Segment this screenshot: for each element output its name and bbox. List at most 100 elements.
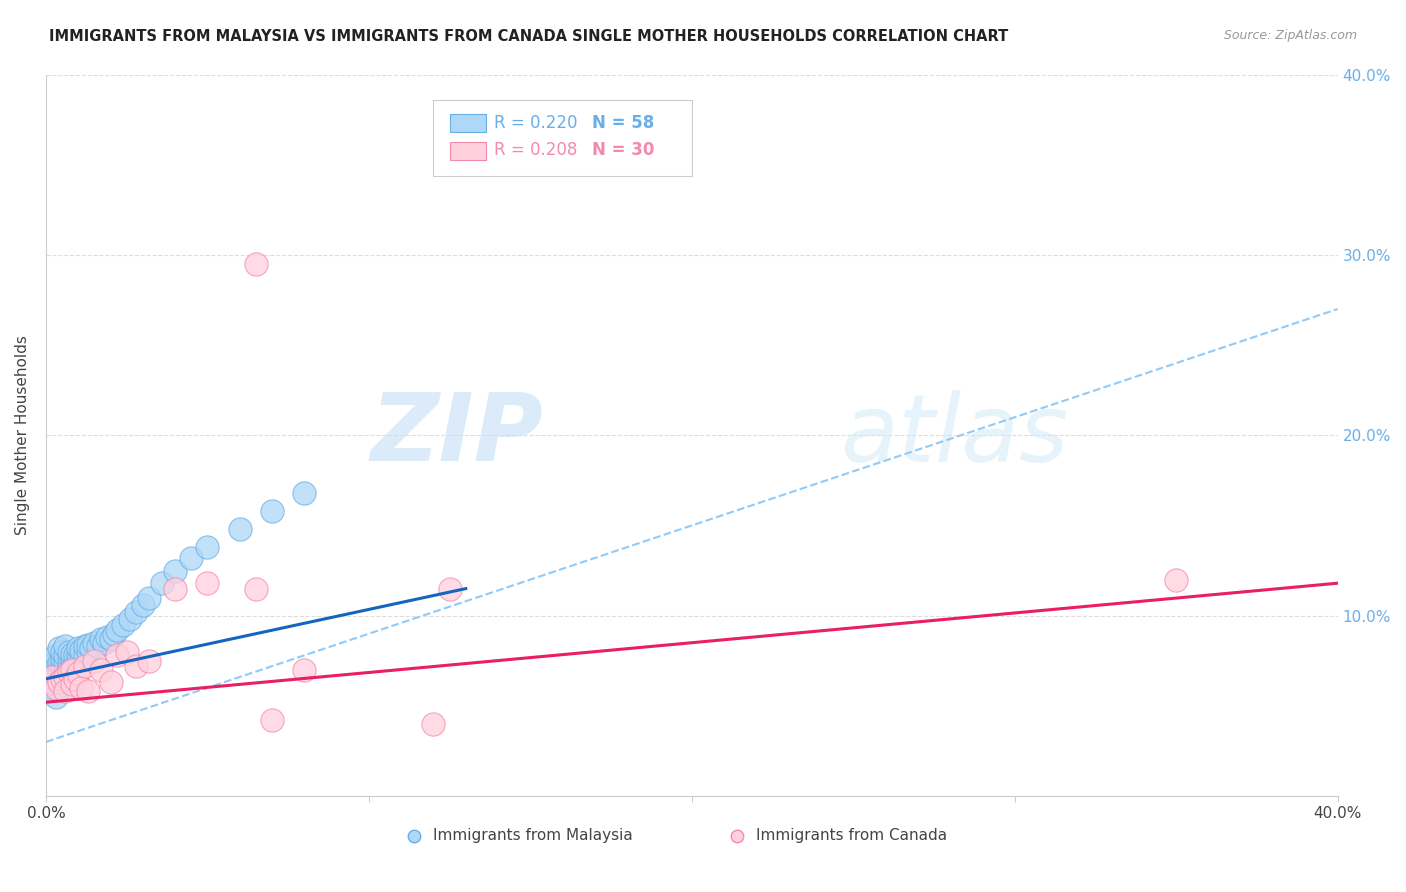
Point [260,504,283,518]
Point [77,645,100,659]
Point [197,576,219,591]
Point [58,661,80,675]
Point [51,657,73,672]
Point [45,663,67,677]
Point [51,663,73,677]
Y-axis label: Single Mother Households: Single Mother Households [15,335,30,535]
Point [67,641,90,656]
Point [125,605,148,619]
Text: ZIP: ZIP [370,389,543,482]
Point [197,540,219,554]
Point [67,666,90,681]
Point [48,661,70,675]
Point [53,659,76,673]
Point [100,632,122,646]
Point [96,630,118,644]
Point [38,675,60,690]
Text: Source: ZipAtlas.com: Source: ZipAtlas.com [1223,29,1357,42]
Point [439,582,461,596]
Point [63,672,86,686]
Point [115,645,138,659]
Text: R = 0.208: R = 0.208 [494,141,578,160]
Point [83,636,105,650]
Point [260,713,283,727]
Text: atlas: atlas [841,390,1069,481]
Point [73,640,96,654]
Point [51,652,73,666]
Point [53,640,76,654]
Point [41,672,63,686]
Point [63,654,86,668]
Point [53,670,76,684]
Point [422,717,444,731]
Point [245,582,267,596]
Point [105,623,128,637]
Point [86,640,108,654]
Point [83,654,105,668]
Text: R = 0.220: R = 0.220 [494,114,578,132]
Point [292,486,315,500]
Point [48,656,70,670]
Point [73,647,96,661]
Point [51,645,73,659]
Point [60,657,83,672]
Point [45,654,67,668]
Point [245,257,267,271]
Point [93,636,115,650]
FancyBboxPatch shape [433,100,692,176]
Text: N = 30: N = 30 [592,141,655,160]
Point [60,647,83,661]
Point [38,666,60,681]
Point [53,648,76,663]
Point [60,652,83,666]
Text: Immigrants from Canada: Immigrants from Canada [756,829,948,843]
Point [165,564,187,578]
Point [41,681,63,695]
Point [138,591,160,605]
Point [105,648,128,663]
Point [132,598,155,612]
Point [45,690,67,704]
Point [58,645,80,659]
Point [138,654,160,668]
Point [58,665,80,679]
Point [103,626,125,640]
Text: N = 58: N = 58 [592,114,655,132]
Point [100,675,122,690]
Point [70,681,93,695]
Point [58,650,80,665]
Point [118,612,141,626]
Point [292,663,315,677]
Text: IMMIGRANTS FROM MALAYSIA VS IMMIGRANTS FROM CANADA SINGLE MOTHER HOUSEHOLDS CORR: IMMIGRANTS FROM MALAYSIA VS IMMIGRANTS F… [49,29,1008,44]
Point [1166,573,1188,587]
Point [90,663,112,677]
Point [80,641,103,656]
Point [60,677,83,691]
Point [48,641,70,656]
Point [180,550,202,565]
Point [60,663,83,677]
Point [51,672,73,686]
Point [41,670,63,684]
Point [77,638,100,652]
Point [45,681,67,695]
Point [90,632,112,646]
Point [53,684,76,698]
Point [58,656,80,670]
Point [70,648,93,663]
Point [150,576,173,591]
Point [112,617,135,632]
Point [70,643,93,657]
Point [165,582,187,596]
Point [41,659,63,673]
FancyBboxPatch shape [450,114,486,132]
Point [228,522,250,536]
FancyBboxPatch shape [450,142,486,160]
Point [67,647,90,661]
Point [53,654,76,668]
Point [48,675,70,690]
Point [45,648,67,663]
Point [63,648,86,663]
Point [67,652,90,666]
Point [77,684,100,698]
